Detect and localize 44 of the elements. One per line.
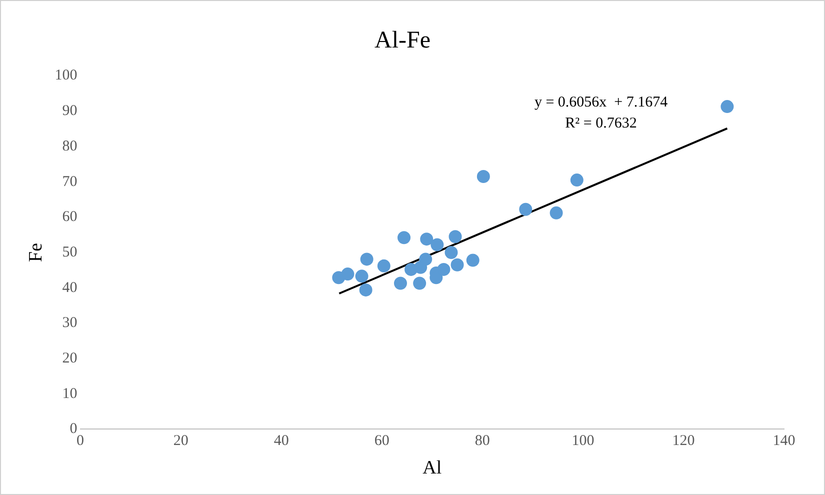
- y-tick-label: 80: [62, 138, 78, 154]
- point: [570, 174, 584, 187]
- point: [413, 276, 426, 290]
- y-tick-label: 50: [62, 244, 78, 260]
- annotation: R² = 0.7632: [565, 116, 637, 132]
- point: [444, 246, 458, 259]
- x-tick-label: 120: [672, 433, 695, 450]
- y-tick-label: 90: [62, 103, 78, 120]
- y-tick-label: 20: [62, 350, 78, 366]
- point: [720, 100, 734, 114]
- y-axis-title: Fe: [25, 243, 46, 262]
- point: [359, 283, 372, 296]
- point: [437, 262, 450, 276]
- x-axis-title: Al: [422, 458, 442, 479]
- point: [430, 238, 444, 252]
- y-tick-label: 30: [62, 315, 78, 332]
- point: [377, 259, 390, 272]
- x-tick-label: 20: [173, 433, 188, 450]
- y-tick-label: 40: [62, 280, 78, 296]
- y-tick-label: 70: [62, 174, 78, 190]
- y-tick-label: 100: [54, 68, 78, 84]
- x-tick-label: 60: [374, 433, 390, 450]
- x-tick-label: 100: [572, 433, 594, 450]
- y-tick-label: 0: [70, 421, 78, 438]
- point: [394, 276, 407, 290]
- point: [420, 232, 434, 246]
- x-tick-label: 140: [772, 433, 796, 450]
- point: [550, 206, 563, 220]
- point: [360, 252, 374, 266]
- x-tick-label: 80: [474, 433, 490, 450]
- point: [450, 258, 464, 272]
- point: [341, 268, 354, 281]
- chart-title: Al-Fe: [374, 28, 430, 54]
- point: [476, 170, 490, 184]
- point: [448, 230, 462, 244]
- y-tick-label: 10: [62, 386, 78, 402]
- point: [466, 254, 480, 267]
- point: [419, 252, 432, 266]
- point: [355, 270, 368, 283]
- annotation: y = 0.6056x + 7.1674: [534, 94, 668, 111]
- x-tick-label: 40: [274, 433, 289, 450]
- point: [398, 231, 410, 244]
- y-tick-label: 60: [62, 209, 78, 226]
- point: [519, 202, 532, 216]
